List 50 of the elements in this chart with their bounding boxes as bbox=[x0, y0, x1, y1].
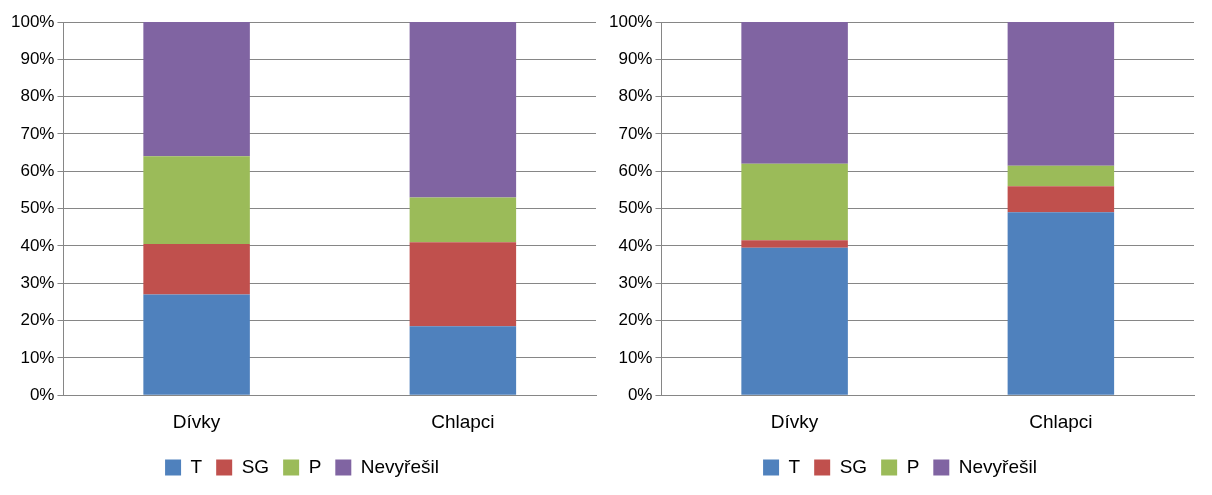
y-tick-label: 40% bbox=[20, 235, 55, 255]
y-tick-label: 30% bbox=[618, 272, 653, 292]
bar bbox=[1007, 22, 1115, 166]
bar bbox=[409, 326, 517, 395]
legend-label: SG bbox=[839, 455, 868, 477]
y-tick-label: 20% bbox=[618, 310, 653, 330]
bar bbox=[143, 156, 250, 245]
x-tick-label: Dívky bbox=[770, 410, 819, 432]
y-tick-label: 60% bbox=[20, 160, 55, 180]
legend-label: T bbox=[788, 455, 801, 477]
y-tick-label: 0% bbox=[627, 384, 653, 404]
bar bbox=[741, 240, 848, 248]
y-tick-label: 80% bbox=[20, 86, 55, 106]
x-tick-label: Chlapci bbox=[431, 410, 495, 432]
y-tick-label: 90% bbox=[618, 49, 653, 69]
x-tick-label: Chlapci bbox=[1029, 410, 1093, 432]
legend-label: T bbox=[190, 455, 203, 477]
y-tick-label: 10% bbox=[20, 347, 55, 367]
y-tick-label: 90% bbox=[20, 49, 55, 69]
legend-label: SG bbox=[241, 455, 270, 477]
y-tick-label: 10% bbox=[618, 347, 653, 367]
bar bbox=[143, 244, 250, 295]
y-tick-label: 0% bbox=[29, 384, 55, 404]
legend-label: P bbox=[308, 455, 322, 477]
bar bbox=[741, 163, 848, 241]
bar bbox=[143, 294, 250, 395]
bar bbox=[741, 247, 848, 395]
y-tick-label: 100% bbox=[609, 11, 653, 31]
y-tick-label: 60% bbox=[618, 160, 653, 180]
legend-label: Nevyřešil bbox=[958, 455, 1037, 477]
bar bbox=[143, 22, 250, 157]
y-tick-label: 50% bbox=[20, 198, 55, 218]
x-tick-label: Dívky bbox=[172, 410, 221, 432]
y-tick-label: 50% bbox=[618, 198, 653, 218]
y-tick-label: 70% bbox=[20, 123, 55, 143]
bar bbox=[1007, 165, 1115, 187]
legend-label: Nevyřešil bbox=[360, 455, 439, 477]
y-tick-label: 100% bbox=[11, 11, 55, 31]
bar bbox=[741, 22, 848, 164]
y-tick-label: 40% bbox=[618, 235, 653, 255]
y-tick-label: 70% bbox=[618, 123, 653, 143]
bar bbox=[409, 242, 517, 327]
bar bbox=[409, 197, 517, 243]
y-tick-label: 20% bbox=[20, 310, 55, 330]
y-tick-label: 80% bbox=[618, 86, 653, 106]
bar bbox=[1007, 212, 1115, 395]
legend-label: P bbox=[906, 455, 920, 477]
y-tick-label: 30% bbox=[20, 272, 55, 292]
bar bbox=[409, 22, 517, 198]
bar bbox=[1007, 186, 1115, 213]
